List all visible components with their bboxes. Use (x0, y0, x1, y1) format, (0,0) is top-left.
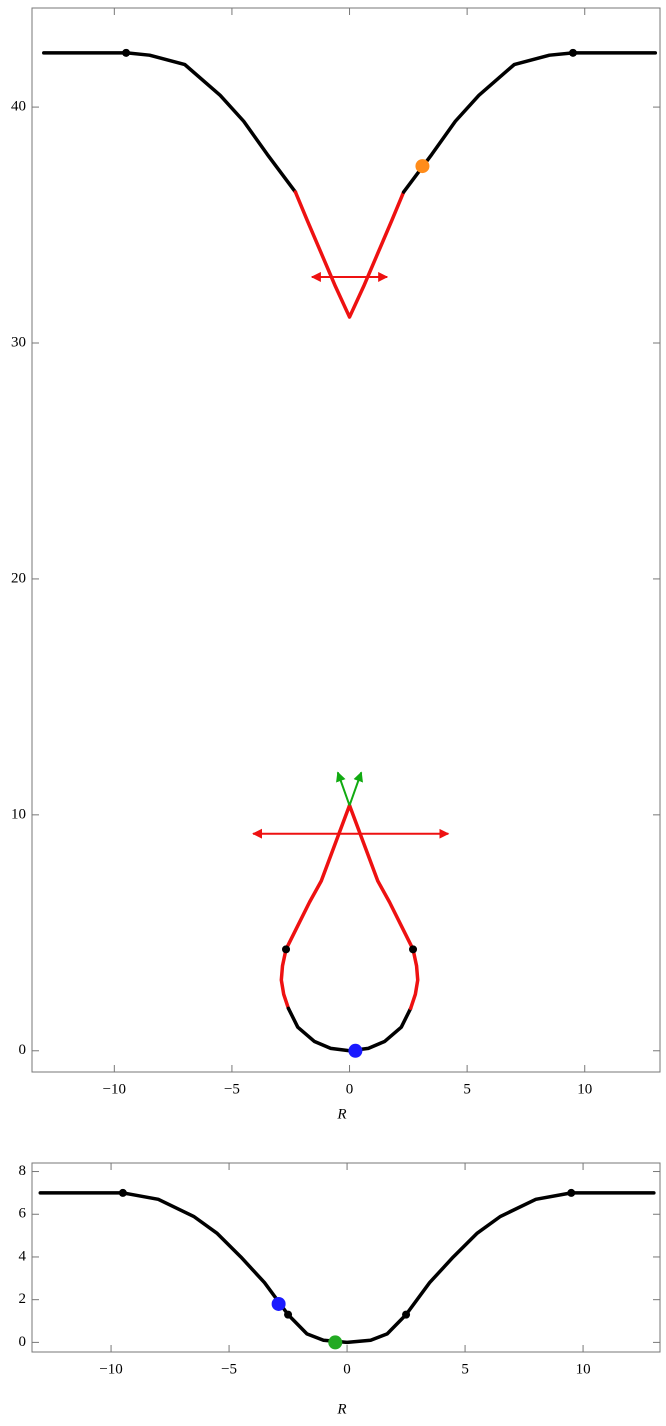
x-tick-label: 10 (577, 1081, 592, 1097)
x-tick-label: −5 (221, 1361, 237, 1377)
x-tick-label: −10 (99, 1361, 122, 1377)
x-axis-label: R (336, 1401, 346, 1417)
point (122, 48, 131, 57)
x-tick-label: −5 (224, 1081, 240, 1097)
point (284, 1310, 293, 1319)
y-tick-label: 2 (19, 1291, 27, 1307)
y-tick-label: 6 (19, 1206, 27, 1222)
point (568, 48, 577, 57)
x-tick-label: 10 (576, 1361, 591, 1377)
point (118, 1188, 127, 1197)
point (409, 945, 418, 954)
plot-frame (31, 7, 661, 1073)
plot-frame (31, 1162, 661, 1353)
arrow (336, 771, 351, 806)
curve (38, 1191, 656, 1345)
point (402, 1310, 411, 1319)
y-tick-label: 30 (11, 334, 26, 350)
point (271, 1296, 286, 1311)
x-tick-label: 0 (346, 1081, 354, 1097)
y-tick-label: 40 (11, 99, 26, 115)
point (348, 1043, 363, 1058)
y-tick-label: 0 (19, 1042, 27, 1058)
curve (347, 803, 420, 1011)
curve (279, 803, 352, 1011)
y-tick-label: 4 (19, 1248, 27, 1264)
curve (42, 51, 298, 194)
y-tick-label: 8 (19, 1163, 27, 1179)
point (415, 159, 430, 174)
point (567, 1188, 576, 1197)
x-tick-label: −10 (103, 1081, 126, 1097)
x-tick-label: 5 (463, 1081, 471, 1097)
curve (401, 51, 658, 194)
point (282, 945, 291, 954)
y-tick-label: 20 (11, 570, 26, 586)
x-tick-label: 0 (343, 1361, 351, 1377)
curve (293, 190, 406, 319)
y-tick-label: 10 (11, 806, 26, 822)
point (328, 1335, 343, 1350)
y-tick-label: 0 (19, 1334, 27, 1350)
curve (286, 1006, 413, 1053)
x-axis-label: R (336, 1106, 346, 1122)
arrow (348, 771, 363, 806)
x-tick-label: 5 (461, 1361, 469, 1377)
